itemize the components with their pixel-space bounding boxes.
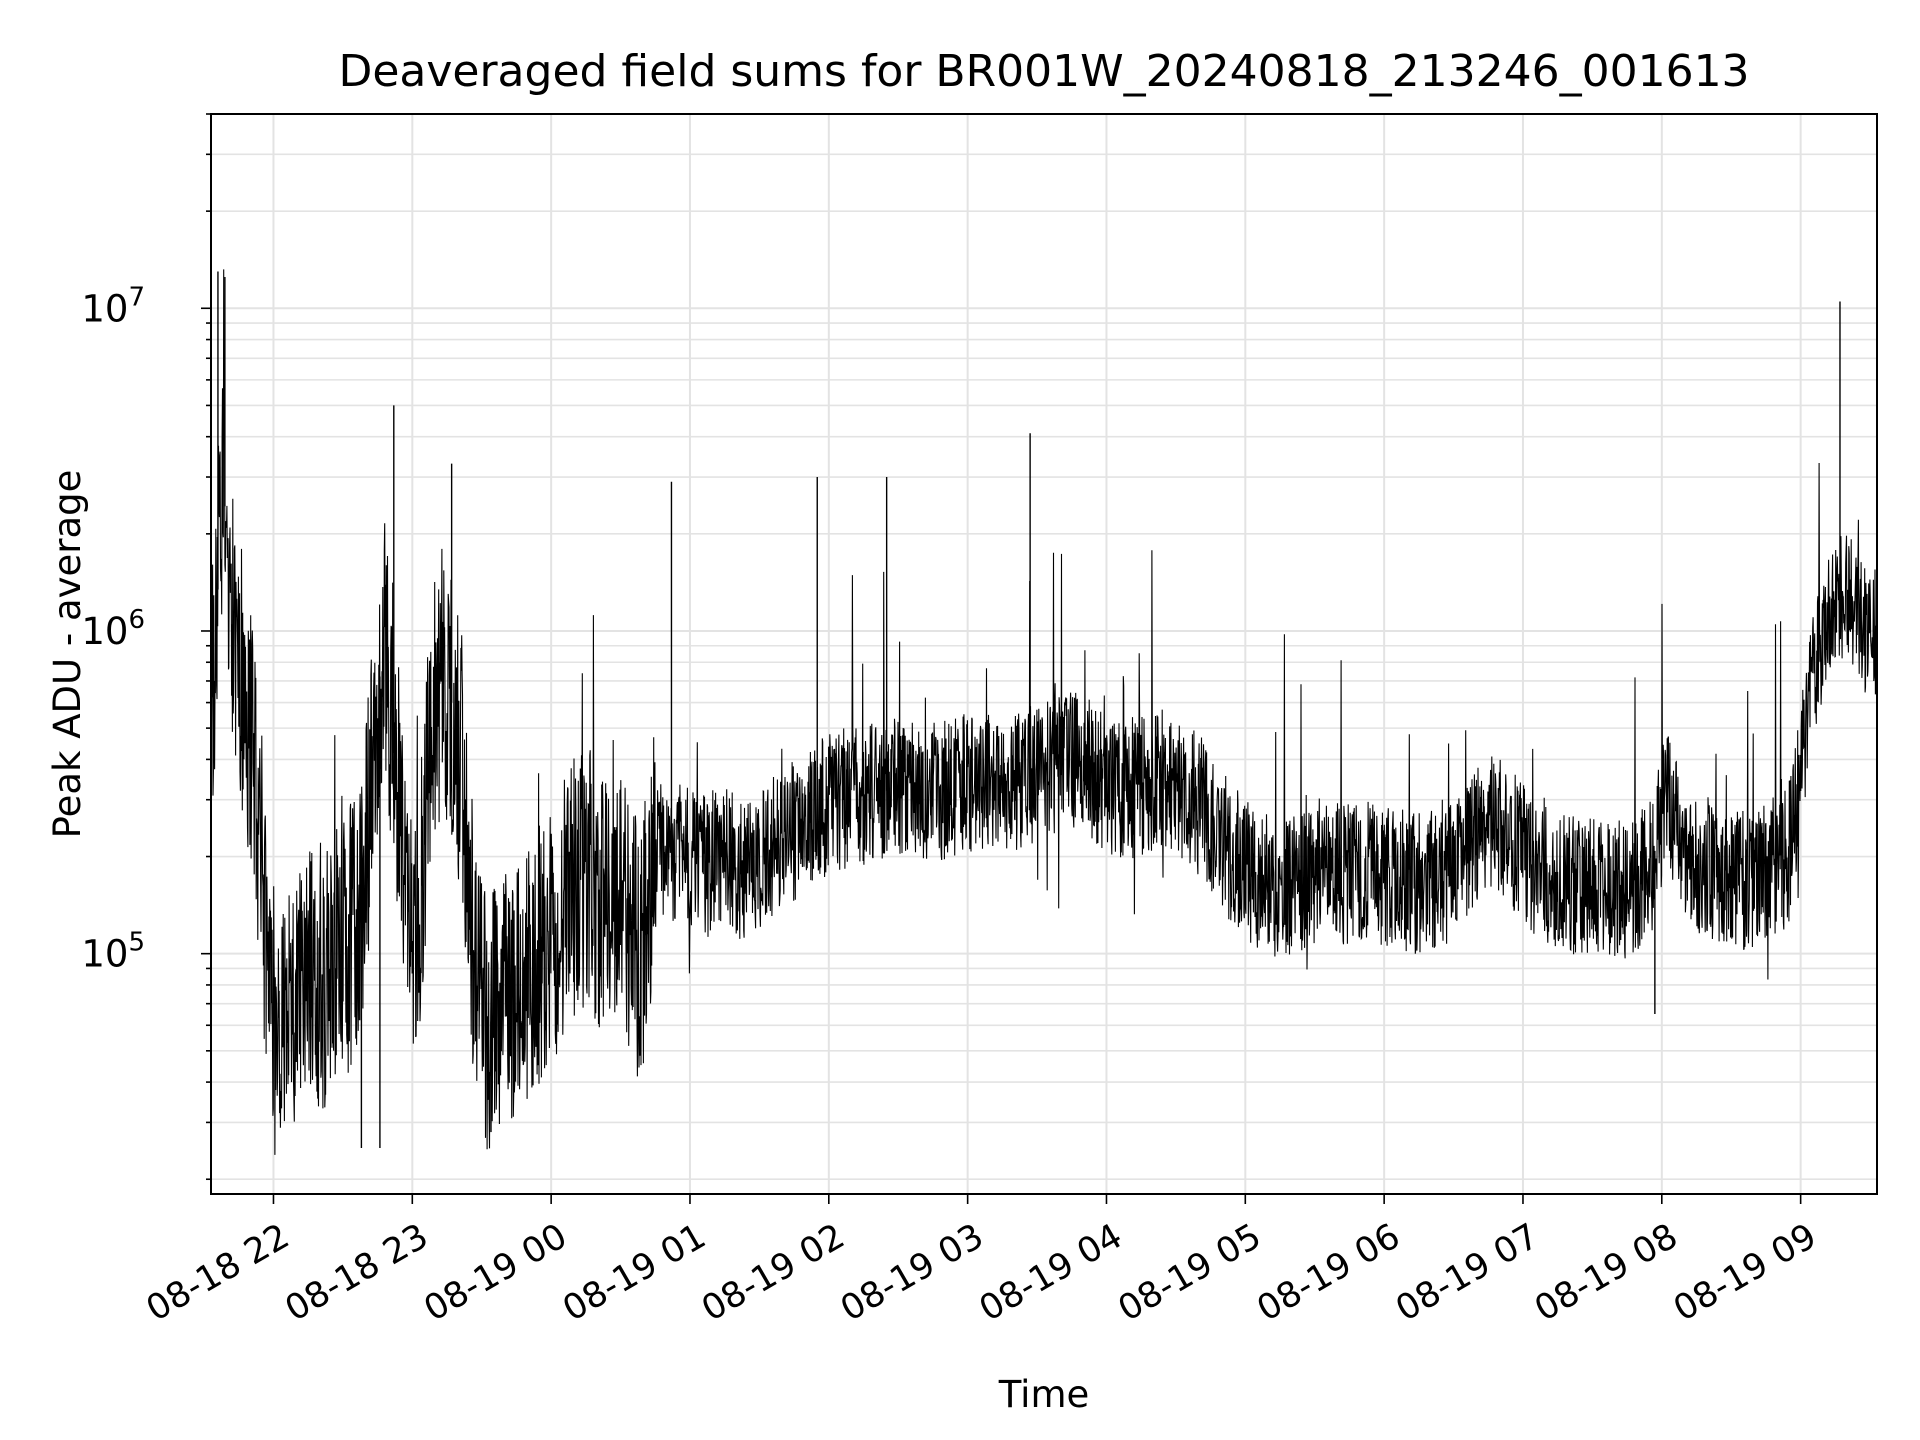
y-tick-label: 107 (81, 282, 145, 330)
y-axis-label: Peak ADU - average (46, 470, 89, 839)
y-tick-label: 105 (81, 928, 145, 976)
x-axis-label: Time (998, 1373, 1090, 1416)
data-series-line (210, 269, 1878, 1155)
y-tick-label: 106 (81, 605, 145, 653)
plot-frame (210, 113, 1878, 1195)
series-layer (210, 269, 1878, 1155)
chart-title: Deaveraged field sums for BR001W_2024081… (338, 46, 1749, 97)
